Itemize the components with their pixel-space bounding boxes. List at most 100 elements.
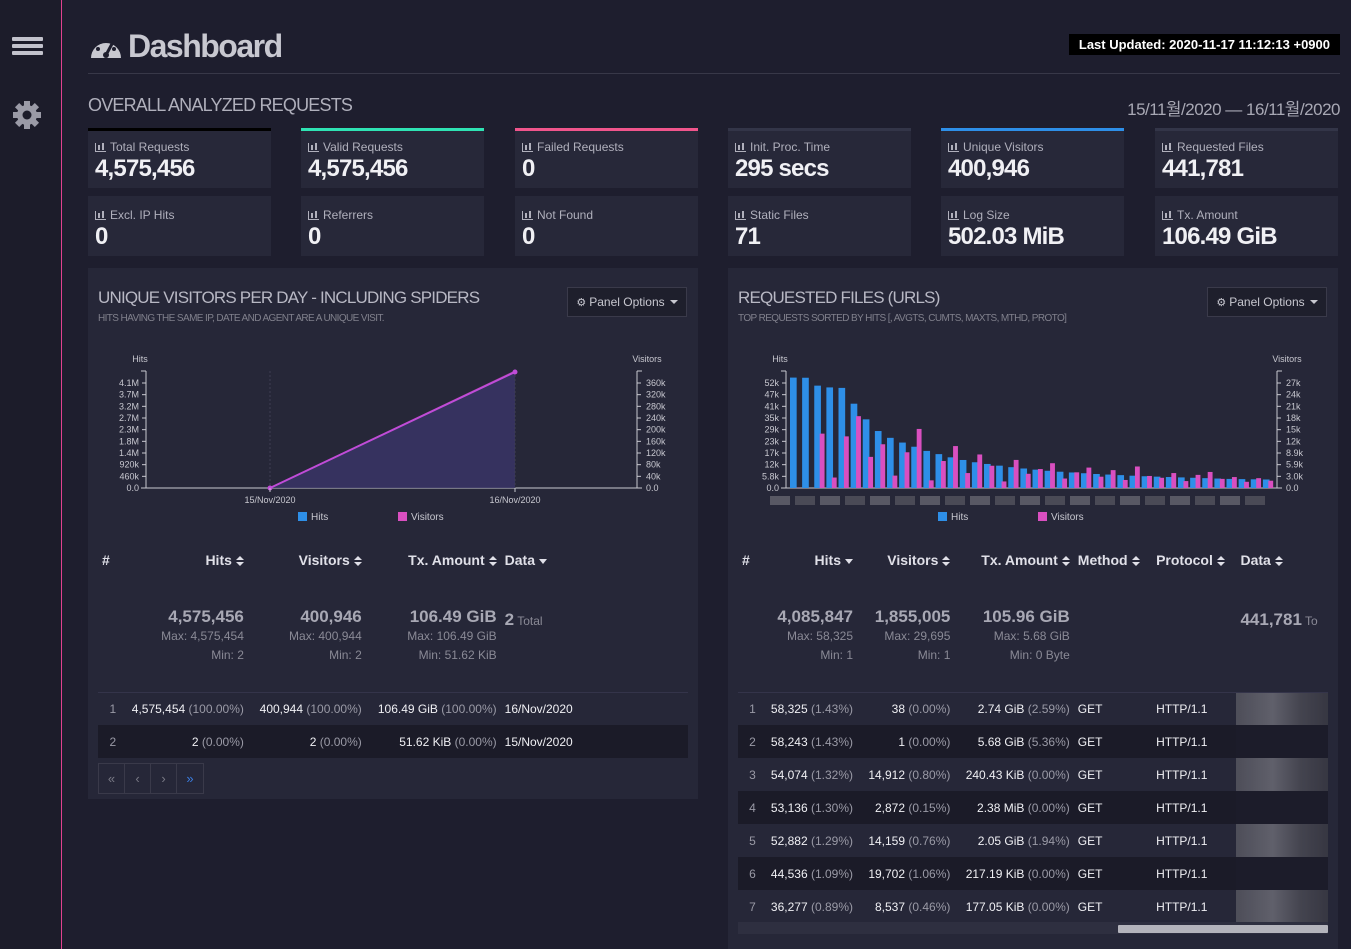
hits-bar [899,442,906,488]
prev-page-button[interactable]: ‹ [125,764,151,793]
hits-bar [814,385,821,488]
redacted-x-label [920,496,940,505]
last-page-button[interactable]: » [186,771,194,786]
table-row[interactable]: 1 58,325 (1.43%) 38 (0.00%) 2.74 GiB (2.59%… [738,692,1328,725]
table-row[interactable]: 6 44,536 (1.09%) 19,702 (1.06%) 217.19 KiB … [738,857,1328,890]
table-row[interactable]: 3 54,074 (1.32%) 14,912 (0.80%) 240.43 KiB … [738,758,1328,791]
redacted-x-label [1220,496,1240,505]
requested-files-table: # Hits Visitors Tx. Amount Method Protoc… [738,540,1328,923]
table-row[interactable]: 4 53,136 (1.30%) 2,872 (0.15%) 2.38 MiB (0.… [738,791,1328,824]
hits-bar [1093,473,1100,488]
visitors-bar [1244,481,1249,488]
y-right-tick-label: 40k [646,471,661,481]
visitors-bar [868,456,874,488]
y-left-tick-label: 3.7M [119,390,139,400]
sort-icon [1216,556,1225,567]
visitors-bar [1183,481,1189,488]
bar-chart-icon [1162,142,1173,152]
first-page-button[interactable]: « [99,764,125,793]
col-tx-amount[interactable]: Tx. Amount [954,540,1073,580]
table-row[interactable]: 5 52,882 (1.29%) 14,159 (0.76%) 2.05 GiB (1… [738,824,1328,857]
visitors-bar [1013,459,1019,488]
hits-bar [1068,472,1076,488]
y-right-tick-label: 18k [1286,413,1301,423]
card-label: Excl. IP Hits [95,208,174,222]
summary-row: 4,085,847 Max: 58,325 Min: 1 1,855,005 Max:… [738,580,1328,693]
bar-chart-icon [522,210,533,220]
gear-icon[interactable] [11,99,43,131]
visitors-bar [989,465,995,488]
col-method[interactable]: Method [1074,540,1152,580]
panel-options-button[interactable]: ⚙ Panel Options [567,287,687,317]
stat-card-tx-amount: Tx. Amount 106.49 GiB [1155,196,1338,256]
visitors-bar [1219,478,1225,488]
y-right-tick-label: 12k [1286,436,1301,446]
visitors-bar [965,473,971,488]
card-label: Tx. Amount [1162,208,1238,222]
col-data[interactable]: Data [501,540,688,580]
visitors-bar [1147,475,1152,488]
gear-icon: ⚙ [576,296,587,309]
redacted-x-label [1045,496,1065,505]
x-tick-label: 16/Nov/2020 [489,495,540,505]
y-left-tick-label: 0.0 [126,483,139,493]
card-label: Unique Visitors [948,140,1043,154]
col-data[interactable]: Data [1236,540,1328,580]
hits-bar [1153,476,1161,488]
visitors-bar [880,444,886,488]
card-value: 0 [308,223,321,250]
col-protocol[interactable]: Protocol [1152,540,1236,580]
visitors-bar [1122,479,1128,488]
menu-icon[interactable] [11,30,43,62]
hits-bar [1141,476,1149,488]
visitors-panel: UNIQUE VISITORS PER DAY - INCLUDING SPID… [88,268,698,799]
col-hits[interactable]: Hits [128,540,248,580]
visitors-chart: Hits Visitors 4.1M 3.7M3.2M 2.7M 2.3M1.8M 1.4M… [119,354,666,523]
visitors-bar [819,433,825,488]
y-left-tick-label: 920k [119,460,139,470]
hits-bar [887,437,894,488]
stat-card-log-size: Log Size 502.03 MiB [941,196,1124,256]
col-visitors[interactable]: Visitors [857,540,954,580]
col-visitors[interactable]: Visitors [248,540,366,580]
header: Dashboard Last Updated: 2020-11-17 11:12… [88,26,1340,74]
legend-swatch-visitors [398,512,407,521]
redacted-url-cell [1236,824,1328,857]
sort-icon [1274,556,1283,567]
hits-bar [971,462,979,488]
y-left-tick-label: 23k [764,436,779,446]
y-left-axis-label: Hits [132,354,148,364]
card-accent-bar [515,128,698,131]
page-title-text: Dashboard [128,28,283,64]
visitors-bar [1074,472,1080,488]
y-left-tick-label: 2.7M [119,413,139,423]
visitors-bar [1159,477,1165,488]
y-right-tick-label: 5.9k [1286,460,1304,470]
col-hits[interactable]: Hits [767,540,857,580]
panel-options-button[interactable]: ⚙ Panel Options [1207,287,1327,317]
legend-swatch-visitors [1038,512,1047,521]
visitors-bar [1171,473,1177,488]
y-left-tick-label: 5.8k [762,471,780,481]
visitors-bar [1050,463,1055,488]
hits-bar [1190,477,1197,488]
horizontal-scrollbar[interactable] [738,922,1328,934]
card-label: Log Size [948,208,1010,222]
table-row[interactable]: 1 4,575,454 (100.00%) 400,944 (100.00%) 106… [109,701,573,716]
col-tx-amount[interactable]: Tx. Amount [366,540,501,580]
table-row[interactable]: 7 36,277 (0.89%) 8,537 (0.46%) 177.05 KiB (… [738,890,1328,923]
hits-bar [1226,478,1234,488]
table-row[interactable]: 2 58,243 (1.43%) 1 (0.00%) 5.68 GiB (5.36%)… [738,725,1328,758]
legend-label-visitors: Visitors [411,512,444,523]
redacted-url-cell [1236,890,1328,923]
main-content: Dashboard Last Updated: 2020-11-17 11:12… [88,0,1340,949]
card-value: 106.49 GiB [1162,223,1278,250]
scrollbar-thumb[interactable] [1118,925,1328,933]
next-page-button[interactable]: › [151,764,177,793]
y-right-tick-label: 160k [646,436,666,446]
visitors-bar [940,461,946,488]
legend-label-hits: Hits [951,512,968,523]
card-accent-bar [1155,128,1338,131]
y-left-tick-label: 29k [764,425,779,435]
